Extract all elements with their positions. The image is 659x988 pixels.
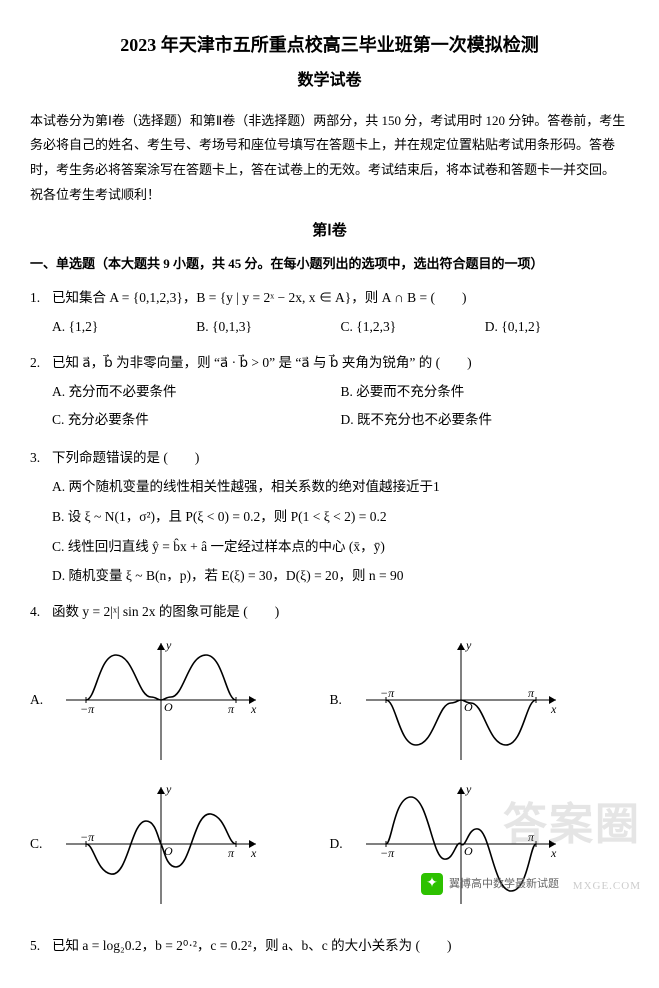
question-1: 1. 已知集合 A = {0,1,2,3}，B = {y | y = 2ˣ − … [30,285,629,340]
intro-block: 本试卷分为第Ⅰ卷（选择题）和第Ⅱ卷（非选择题）两部分，共 150 分，考试用时 … [30,109,629,208]
option-label-c: C. [30,831,56,857]
graph-option-c: C. O x y −π π [30,779,330,909]
pi-label: π [528,830,535,844]
question-number: 4. [30,599,52,625]
graph-c-svg: O x y −π π [56,779,266,909]
question-3: 3. 下列命题错误的是 ( ) A. 两个随机变量的线性相关性越强，相关系数的绝… [30,445,629,589]
option-b: B. 必要而不充分条件 [341,379,630,405]
graph-a-svg: O x y −π π [56,635,266,765]
x-axis-label: x [250,846,257,860]
y-axis-label: y [465,638,472,652]
question-5: 5. 已知 a = log₂0.2，b = 2⁰·²，c = 0.2²，则 a、… [30,933,629,959]
graph-option-b: B. O x y −π π [330,635,630,765]
neg-pi-label: −π [380,846,395,860]
question-stem: 已知集合 A = {0,1,2,3}，B = {y | y = 2ˣ − 2x,… [52,285,466,311]
option-a: A. {1,2} [52,314,196,340]
option-d: D. {0,1,2} [485,314,629,340]
neg-pi-label: −π [80,830,95,844]
option-label-b: B. [330,687,356,713]
question-number: 5. [30,933,52,959]
x-axis-label: x [550,846,557,860]
intro-text-2: 祝各位考生考试顺利！ [30,183,629,208]
y-axis-label: y [165,638,172,652]
mxge-watermark: MXGE.COM [573,876,641,897]
origin-label: O [464,844,473,858]
option-d: D. 既不充分也不必要条件 [341,407,630,433]
section-1-instruction: 一、单选题（本大题共 9 小题，共 45 分。在每小题列出的选项中，选出符合题目… [30,252,629,277]
graph-option-a: A. O x y −π π [30,635,330,765]
y-axis-label: y [165,782,172,796]
wechat-label: 翼博高中数学最新试题 [449,874,559,895]
origin-label: O [164,700,173,714]
x-axis-label: x [250,702,257,716]
option-label-d: D. [330,831,356,857]
y-axis-label: y [465,782,472,796]
neg-pi-label: −π [80,702,95,716]
option-b: B. {0,1,3} [196,314,340,340]
wechat-icon: ✦ [421,873,443,895]
intro-text-1: 本试卷分为第Ⅰ卷（选择题）和第Ⅱ卷（非选择题）两部分，共 150 分，考试用时 … [30,109,629,183]
main-title: 2023 年天津市五所重点校高三毕业班第一次模拟检测 [30,28,629,62]
option-c: C. 线性回归直线 ŷ = b̂x + â 一定经过样本点的中心 (x̄，ȳ) [52,534,629,560]
option-c: C. {1,2,3} [341,314,485,340]
option-a: A. 两个随机变量的线性相关性越强，相关系数的绝对值越接近于1 [52,474,629,500]
question-2: 2. 已知 a⃗，b⃗ 为非零向量，则 “a⃗ · b⃗ > 0” 是 “a⃗ … [30,350,629,435]
question-number: 3. [30,445,52,471]
question-number: 1. [30,285,52,311]
pi-label: π [528,686,535,700]
option-d: D. 随机变量 ξ ~ B(n，p)，若 E(ξ) = 30，D(ξ) = 20… [52,563,629,589]
option-c: C. 充分必要条件 [52,407,341,433]
question-number: 2. [30,350,52,376]
question-stem: 已知 a⃗，b⃗ 为非零向量，则 “a⃗ · b⃗ > 0” 是 “a⃗ 与 b… [52,350,472,376]
option-label-a: A. [30,687,56,713]
option-a: A. 充分而不必要条件 [52,379,341,405]
wechat-source: ✦ 翼博高中数学最新试题 [421,873,559,895]
graph-b-svg: O x y −π π [356,635,566,765]
option-b: B. 设 ξ ~ N(1，σ²)，且 P(ξ < 0) = 0.2，则 P(1 … [52,504,629,530]
pi-label: π [228,702,235,716]
x-axis-label: x [550,702,557,716]
section-1-title: 第Ⅰ卷 [30,217,629,246]
sub-title: 数学试卷 [30,66,629,96]
pi-label: π [228,846,235,860]
neg-pi-label: −π [380,686,395,700]
question-stem: 已知 a = log₂0.2，b = 2⁰·²，c = 0.2²，则 a、b、c… [52,933,452,959]
question-stem: 函数 y = 2|ˣ| sin 2x 的图象可能是 ( ) [52,599,279,625]
question-stem: 下列命题错误的是 ( ) [52,445,199,471]
